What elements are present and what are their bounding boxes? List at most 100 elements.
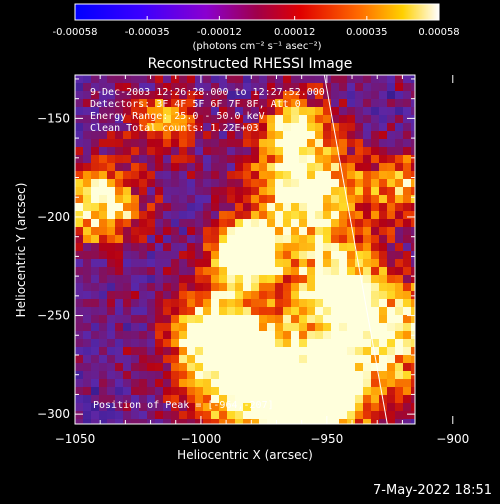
image-pixel <box>235 371 243 379</box>
image-pixel <box>107 155 115 163</box>
image-pixel <box>259 283 267 291</box>
image-pixel <box>267 395 275 403</box>
image-pixel <box>227 403 235 411</box>
image-pixel <box>131 203 139 211</box>
image-pixel <box>331 115 339 123</box>
image-pixel <box>355 323 363 331</box>
image-pixel <box>187 243 195 251</box>
image-pixel <box>139 307 147 315</box>
image-pixel <box>179 299 187 307</box>
image-pixel <box>171 163 179 171</box>
image-pixel <box>243 171 251 179</box>
image-pixel <box>91 147 99 155</box>
image-pixel <box>107 331 115 339</box>
image-pixel <box>355 403 363 411</box>
image-pixel <box>323 259 331 267</box>
image-pixel <box>291 179 299 187</box>
image-pixel <box>363 163 371 171</box>
image-pixel <box>139 347 147 355</box>
image-pixel <box>291 299 299 307</box>
image-pixel <box>195 211 203 219</box>
image-pixel <box>307 115 315 123</box>
image-pixel <box>291 395 299 403</box>
image-pixel <box>139 411 147 419</box>
image-pixel <box>411 275 415 283</box>
image-pixel <box>371 115 379 123</box>
image-pixel <box>99 267 107 275</box>
image-pixel <box>355 83 363 91</box>
image-pixel <box>75 315 83 323</box>
image-pixel <box>203 411 211 419</box>
image-pixel <box>251 75 259 83</box>
image-pixel <box>219 299 227 307</box>
image-pixel <box>83 395 91 403</box>
image-pixel <box>123 315 131 323</box>
image-pixel <box>259 219 267 227</box>
image-pixel <box>379 251 387 259</box>
image-pixel <box>123 275 131 283</box>
image-pixel <box>395 227 403 235</box>
image-pixel <box>187 419 195 424</box>
image-pixel <box>331 187 339 195</box>
image-pixel <box>259 403 267 411</box>
image-pixel <box>147 155 155 163</box>
image-pixel <box>363 339 371 347</box>
image-pixel <box>411 379 415 387</box>
image-pixel <box>363 395 371 403</box>
image-pixel <box>171 315 179 323</box>
image-pixel <box>187 291 195 299</box>
image-pixel <box>411 315 415 323</box>
image-pixel <box>171 259 179 267</box>
image-pixel <box>299 83 307 91</box>
image-pixel <box>339 315 347 323</box>
image-pixel <box>227 83 235 91</box>
image-pixel <box>83 139 91 147</box>
image-pixel <box>171 347 179 355</box>
image-pixel <box>331 339 339 347</box>
image-pixel <box>163 259 171 267</box>
image-pixel <box>251 283 259 291</box>
image-pixel <box>347 307 355 315</box>
image-pixel <box>75 347 83 355</box>
image-pixel <box>147 411 155 419</box>
image-pixel <box>195 75 203 83</box>
image-pixel <box>187 195 195 203</box>
image-pixel <box>331 155 339 163</box>
image-pixel <box>299 283 307 291</box>
image-pixel <box>83 107 91 115</box>
image-pixel <box>171 219 179 227</box>
image-pixel <box>219 355 227 363</box>
image-pixel <box>299 187 307 195</box>
image-pixel <box>147 291 155 299</box>
image-pixel <box>219 275 227 283</box>
image-pixel <box>163 275 171 283</box>
image-pixel <box>163 371 171 379</box>
image-pixel <box>123 187 131 195</box>
image-pixel <box>347 403 355 411</box>
image-pixel <box>323 283 331 291</box>
image-pixel <box>363 179 371 187</box>
image-pixel <box>347 275 355 283</box>
image-pixel <box>227 75 235 83</box>
image-pixel <box>195 331 203 339</box>
image-pixel <box>139 171 147 179</box>
image-pixel <box>123 227 131 235</box>
image-pixel <box>323 299 331 307</box>
image-pixel <box>299 75 307 83</box>
image-pixel <box>267 323 275 331</box>
image-pixel <box>339 411 347 419</box>
image-pixel <box>299 251 307 259</box>
image-pixel <box>211 379 219 387</box>
image-pixel <box>403 403 411 411</box>
image-pixel <box>195 403 203 411</box>
image-pixel <box>115 243 123 251</box>
image-pixel <box>155 395 163 403</box>
image-pixel <box>75 163 83 171</box>
image-pixel <box>347 131 355 139</box>
image-pixel <box>163 75 171 83</box>
image-pixel <box>387 75 395 83</box>
image-pixel <box>403 179 411 187</box>
image-pixel <box>275 355 283 363</box>
image-pixel <box>227 179 235 187</box>
image-pixel <box>251 299 259 307</box>
